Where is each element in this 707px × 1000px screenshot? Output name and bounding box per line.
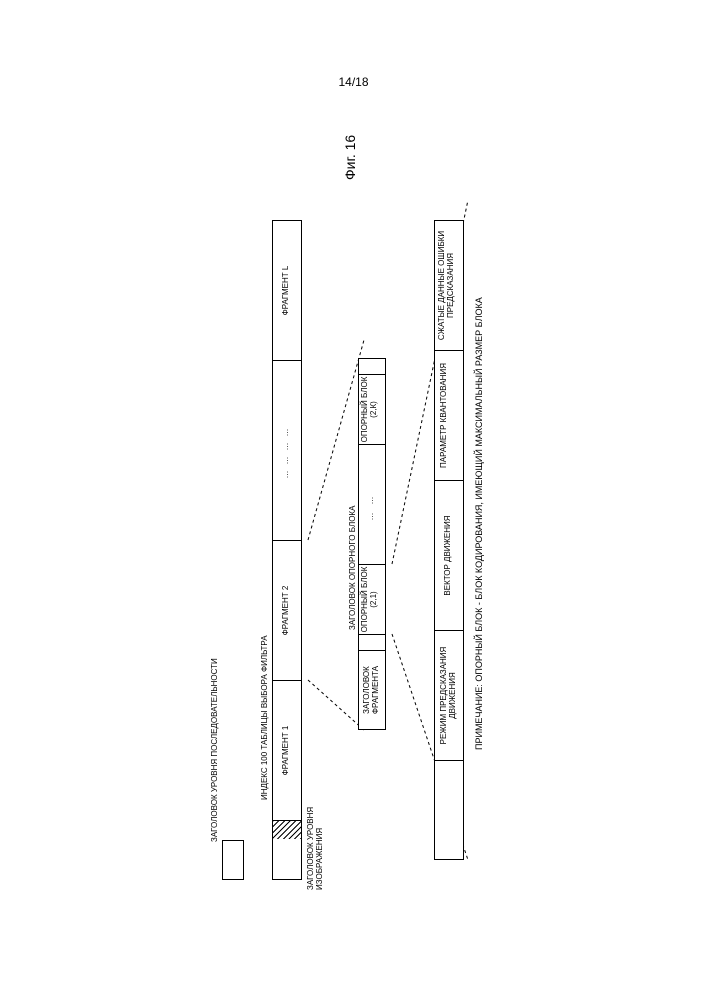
pic-header-hatch	[273, 821, 301, 839]
row-picture: ИНДЕКС 100 ТАБЛИЦЫ ВЫБОРА ФИЛЬТРА ФРАГМЕ…	[272, 120, 302, 880]
frag-header-box: ЗАГОЛОВОК ФРАГМЕНТА	[358, 650, 386, 730]
quant-param-box: ПАРАМЕТР КВАНТОВАНИЯ	[434, 350, 464, 480]
frag1-box: ФРАГМЕНТ 1	[272, 680, 302, 820]
motion-vector-box: ВЕКТОР ДВИЖЕНИЯ	[434, 480, 464, 630]
ref-block-header-label: ЗАГОЛОВОК ОПОРНОГО БЛОКА	[348, 506, 357, 630]
fragL-box: ФРАГМЕНТ L	[272, 220, 302, 360]
seq-header-label: ЗАГОЛОВОК УРОВНЯ ПОСЛЕДОВАТЕЛЬНОСТИ	[210, 658, 219, 842]
block2k-box: ОПОРНЫЙ БЛОК (2,К)	[358, 374, 386, 444]
row-block-detail: РЕЖИМ ПРЕДСКАЗАНИЯ ДВИЖЕНИЯВЕКТОР ДВИЖЕН…	[434, 200, 464, 860]
seq-header-box	[222, 840, 244, 880]
compressed-box: СЖАТЫЕ ДАННЫЕ ОШИБКИ ПРЕДСКАЗАНИЯ	[434, 220, 464, 350]
block21-box: ОПОРНЫЙ БЛОК (2,1)	[358, 564, 386, 634]
gap-box-1	[358, 634, 386, 650]
row-seq-header: ЗАГОЛОВОК УРОВНЯ ПОСЛЕДОВАТЕЛЬНОСТИ	[222, 120, 244, 880]
index-100-label: ИНДЕКС 100 ТАБЛИЦЫ ВЫБОРА ФИЛЬТРА	[260, 635, 269, 800]
page-number: 14/18	[338, 75, 368, 89]
figure-label: Фиг. 16	[342, 135, 358, 180]
empty-lead-box	[434, 760, 464, 860]
diagram: ЗАГОЛОВОК УРОВНЯ ПОСЛЕДОВАТЕЛЬНОСТИ ИНДЕ…	[222, 120, 484, 880]
frag2-box: ФРАГМЕНТ 2	[272, 540, 302, 680]
row-fragment: ЗАГОЛОВОК ФРАГМЕНТА ОПОРНЫЙ БЛОК (2,1)……О…	[358, 340, 386, 730]
frag-ellipsis-box: …………	[272, 360, 302, 540]
pred-mode-box: РЕЖИМ ПРЕДСКАЗАНИЯ ДВИЖЕНИЯ	[434, 630, 464, 760]
gap-box-2	[358, 358, 386, 374]
row3-ellipsis-box: ……	[358, 444, 386, 564]
pic-header-label: ЗАГОЛОВОК УРОВНЯ ИЗОБРАЖЕНИЯ	[306, 800, 324, 890]
pic-header-box	[272, 820, 302, 880]
footnote: ПРИМЕЧАНИЕ: ОПОРНЫЙ БЛОК - БЛОК КОДИРОВА…	[474, 120, 484, 750]
